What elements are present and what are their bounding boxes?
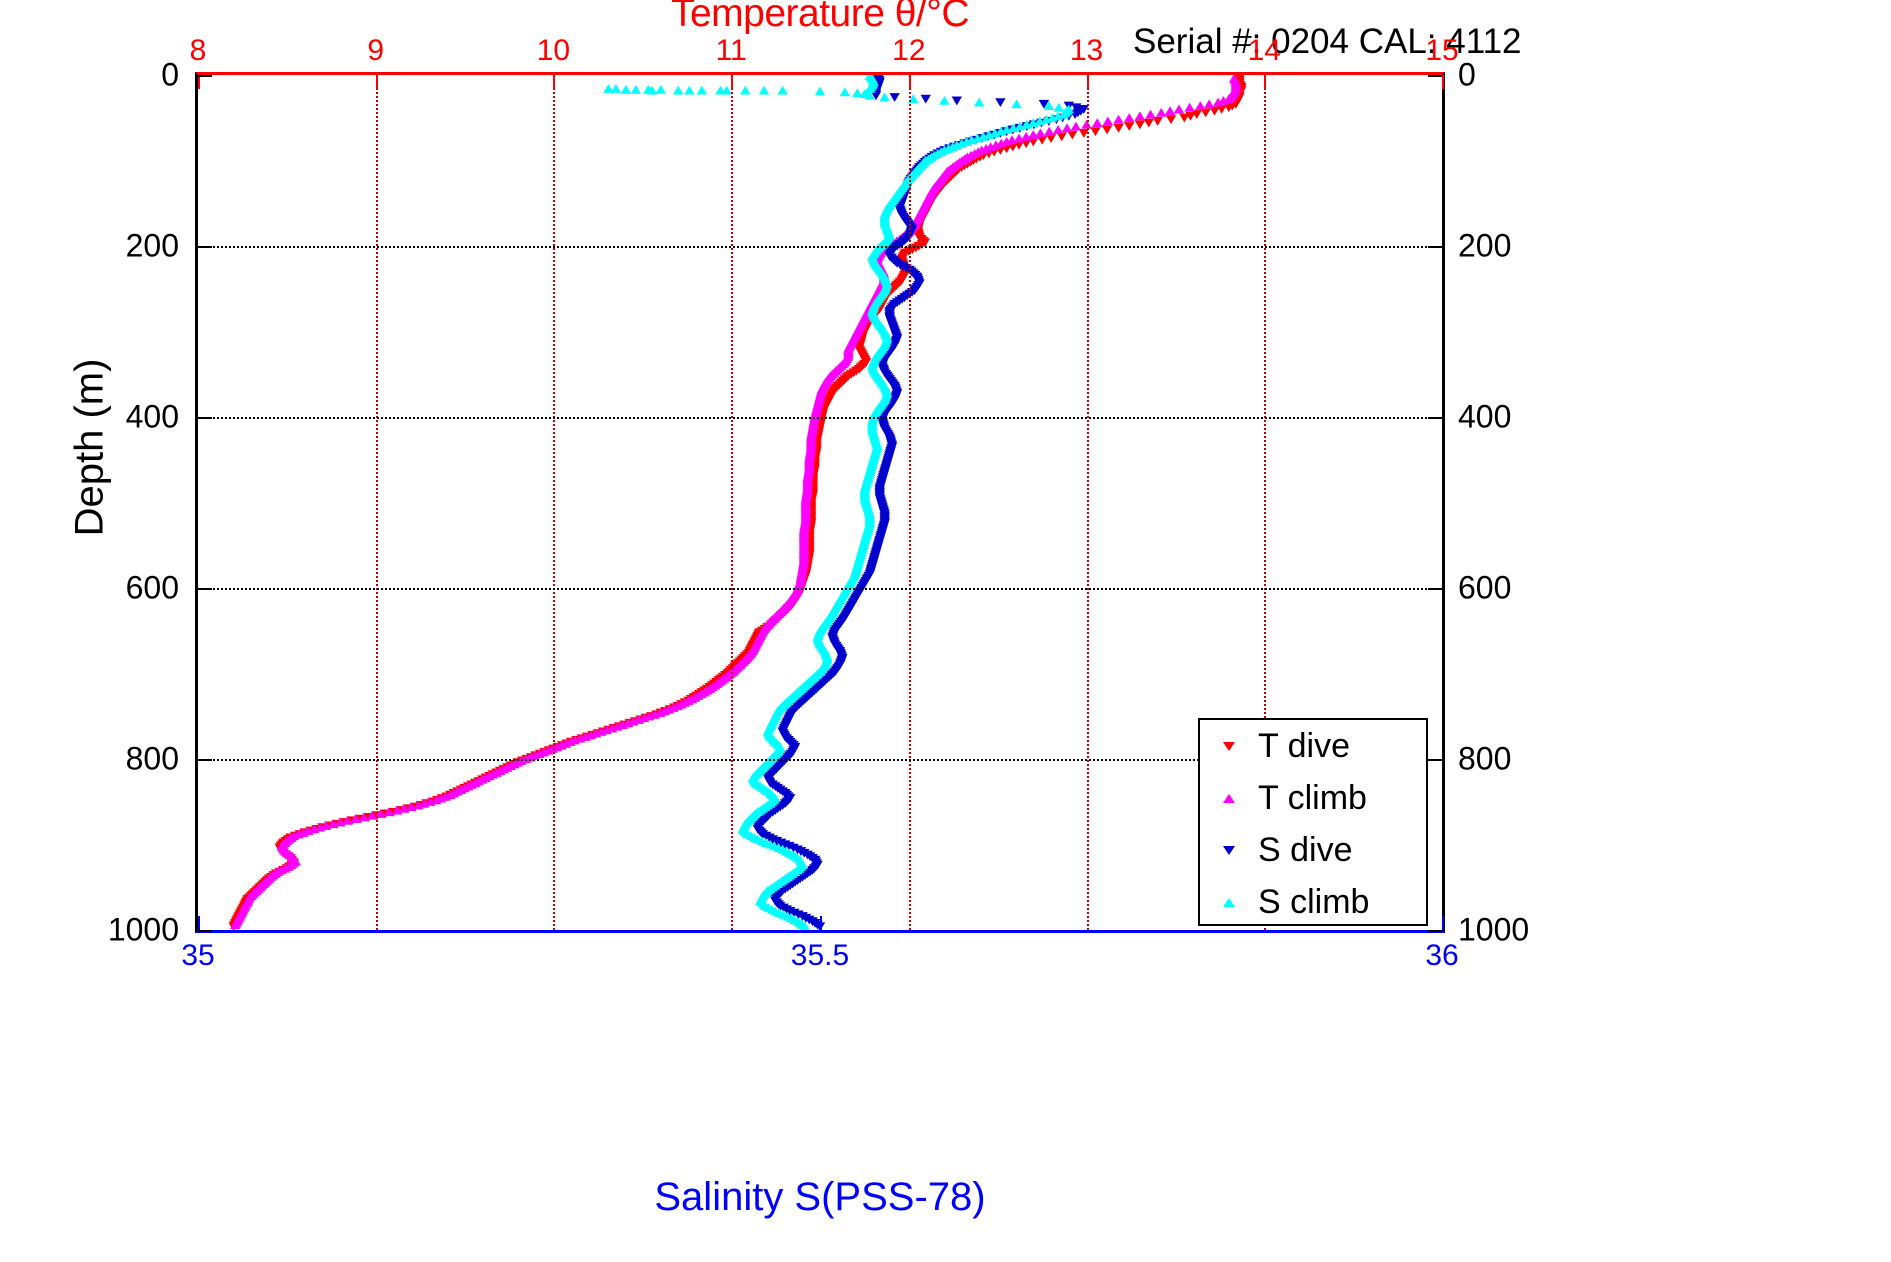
series-t-climb: [230, 75, 1242, 930]
left-axis-tick: [198, 75, 212, 77]
vertical-gridline: [1086, 75, 1089, 930]
left-axis-tick: [198, 588, 212, 590]
vertical-gridline: [731, 75, 734, 930]
legend-item-s-dive: S dive: [1200, 824, 1426, 876]
top-axis-ticklabel: 8: [189, 34, 207, 67]
top-axis-tick: [1086, 75, 1089, 89]
top-axis-ticklabel: 13: [1069, 34, 1104, 67]
top-axis-ticklabel: 11: [715, 34, 747, 67]
left-axis-tick: [198, 930, 212, 932]
chart-top-title: Temperature θ/°C: [670, 0, 970, 35]
left-axis-ticklabel: 0: [161, 56, 179, 93]
bottom-axis-ticklabel: 36: [1425, 939, 1459, 972]
left-axis-ticklabel: 400: [125, 398, 179, 435]
legend-label-t-dive: T dive: [1258, 726, 1350, 765]
legend-item-s-climb: S climb: [1200, 876, 1426, 928]
right-axis-ticklabel: 400: [1458, 398, 1512, 435]
series-t-dive: [228, 75, 1247, 930]
left-axis-tick: [198, 417, 212, 419]
horizontal-gridline: [198, 588, 1442, 590]
vertical-gridline: [375, 75, 378, 930]
vertical-gridline: [553, 75, 556, 930]
triangle-up-icon: [1200, 791, 1258, 806]
right-axis-ticklabel: 800: [1458, 740, 1512, 777]
legend-item-t-climb: T climb: [1200, 772, 1426, 824]
right-axis-ticklabel: 200: [1458, 227, 1512, 264]
top-axis-tick: [1442, 75, 1444, 89]
top-axis-ticklabel: 9: [367, 34, 385, 67]
top-axis-tick: [1264, 75, 1267, 89]
chart-legend: T dive T climb S dive S climb: [1198, 718, 1428, 926]
left-axis-tick: [198, 759, 212, 761]
data-markers-layer: [228, 75, 1247, 930]
horizontal-gridline: [198, 417, 1442, 419]
legend-label-s-dive: S dive: [1258, 830, 1353, 869]
top-axis-tick: [731, 75, 734, 89]
bottom-axis-ticklabel: 35: [181, 939, 215, 972]
sensor-annotation: Serial #: 0204 CAL: 4112: [1133, 22, 1522, 61]
y-axis-label: Depth (m): [67, 358, 112, 537]
triangle-down-icon: [1200, 843, 1258, 858]
right-axis-tick: [1428, 759, 1442, 761]
left-axis-ticklabel: 1000: [107, 911, 179, 948]
vertical-gridline: [908, 75, 911, 930]
left-axis-tick: [198, 246, 212, 248]
bottom-axis-tick: [1442, 916, 1444, 930]
right-axis-tick: [1428, 246, 1442, 248]
left-axis-ticklabel: 800: [125, 740, 179, 777]
top-axis-ticklabel: 14: [1247, 34, 1281, 67]
bottom-axis-tick: [820, 916, 822, 930]
top-axis-ticklabel: 12: [892, 34, 926, 67]
right-axis-tick: [1428, 417, 1442, 419]
right-axis-tick: [1428, 930, 1442, 932]
top-axis-tick: [908, 75, 911, 89]
top-axis-tick: [198, 75, 200, 89]
triangle-up-icon: [1200, 895, 1258, 910]
series-s-climb: [603, 75, 1074, 930]
top-axis-tick: [375, 75, 378, 89]
legend-label-s-climb: S climb: [1258, 882, 1370, 921]
left-axis-ticklabel: 200: [125, 227, 179, 264]
bottom-axis-ticklabel: 35.5: [790, 939, 850, 972]
right-axis-tick: [1428, 588, 1442, 590]
right-axis-ticklabel: 600: [1458, 569, 1512, 606]
triangle-down-icon: [1200, 739, 1258, 754]
right-axis-ticklabel: 1000: [1458, 911, 1530, 948]
legend-item-t-dive: T dive: [1200, 720, 1426, 772]
top-axis-tick: [553, 75, 556, 89]
legend-label-t-climb: T climb: [1258, 778, 1367, 817]
left-axis-ticklabel: 600: [125, 569, 179, 606]
horizontal-gridline: [198, 759, 1442, 761]
bottom-axis-tick: [198, 916, 200, 930]
vertical-gridline: [1264, 75, 1267, 930]
right-axis-tick: [1428, 75, 1442, 77]
chart-bottom-title: Salinity S(PSS-78): [654, 1175, 986, 1219]
right-axis-ticklabel: 0: [1458, 56, 1476, 93]
top-axis-ticklabel: 10: [536, 34, 571, 67]
horizontal-gridline: [198, 246, 1442, 248]
top-axis-ticklabel: 15: [1425, 34, 1459, 67]
